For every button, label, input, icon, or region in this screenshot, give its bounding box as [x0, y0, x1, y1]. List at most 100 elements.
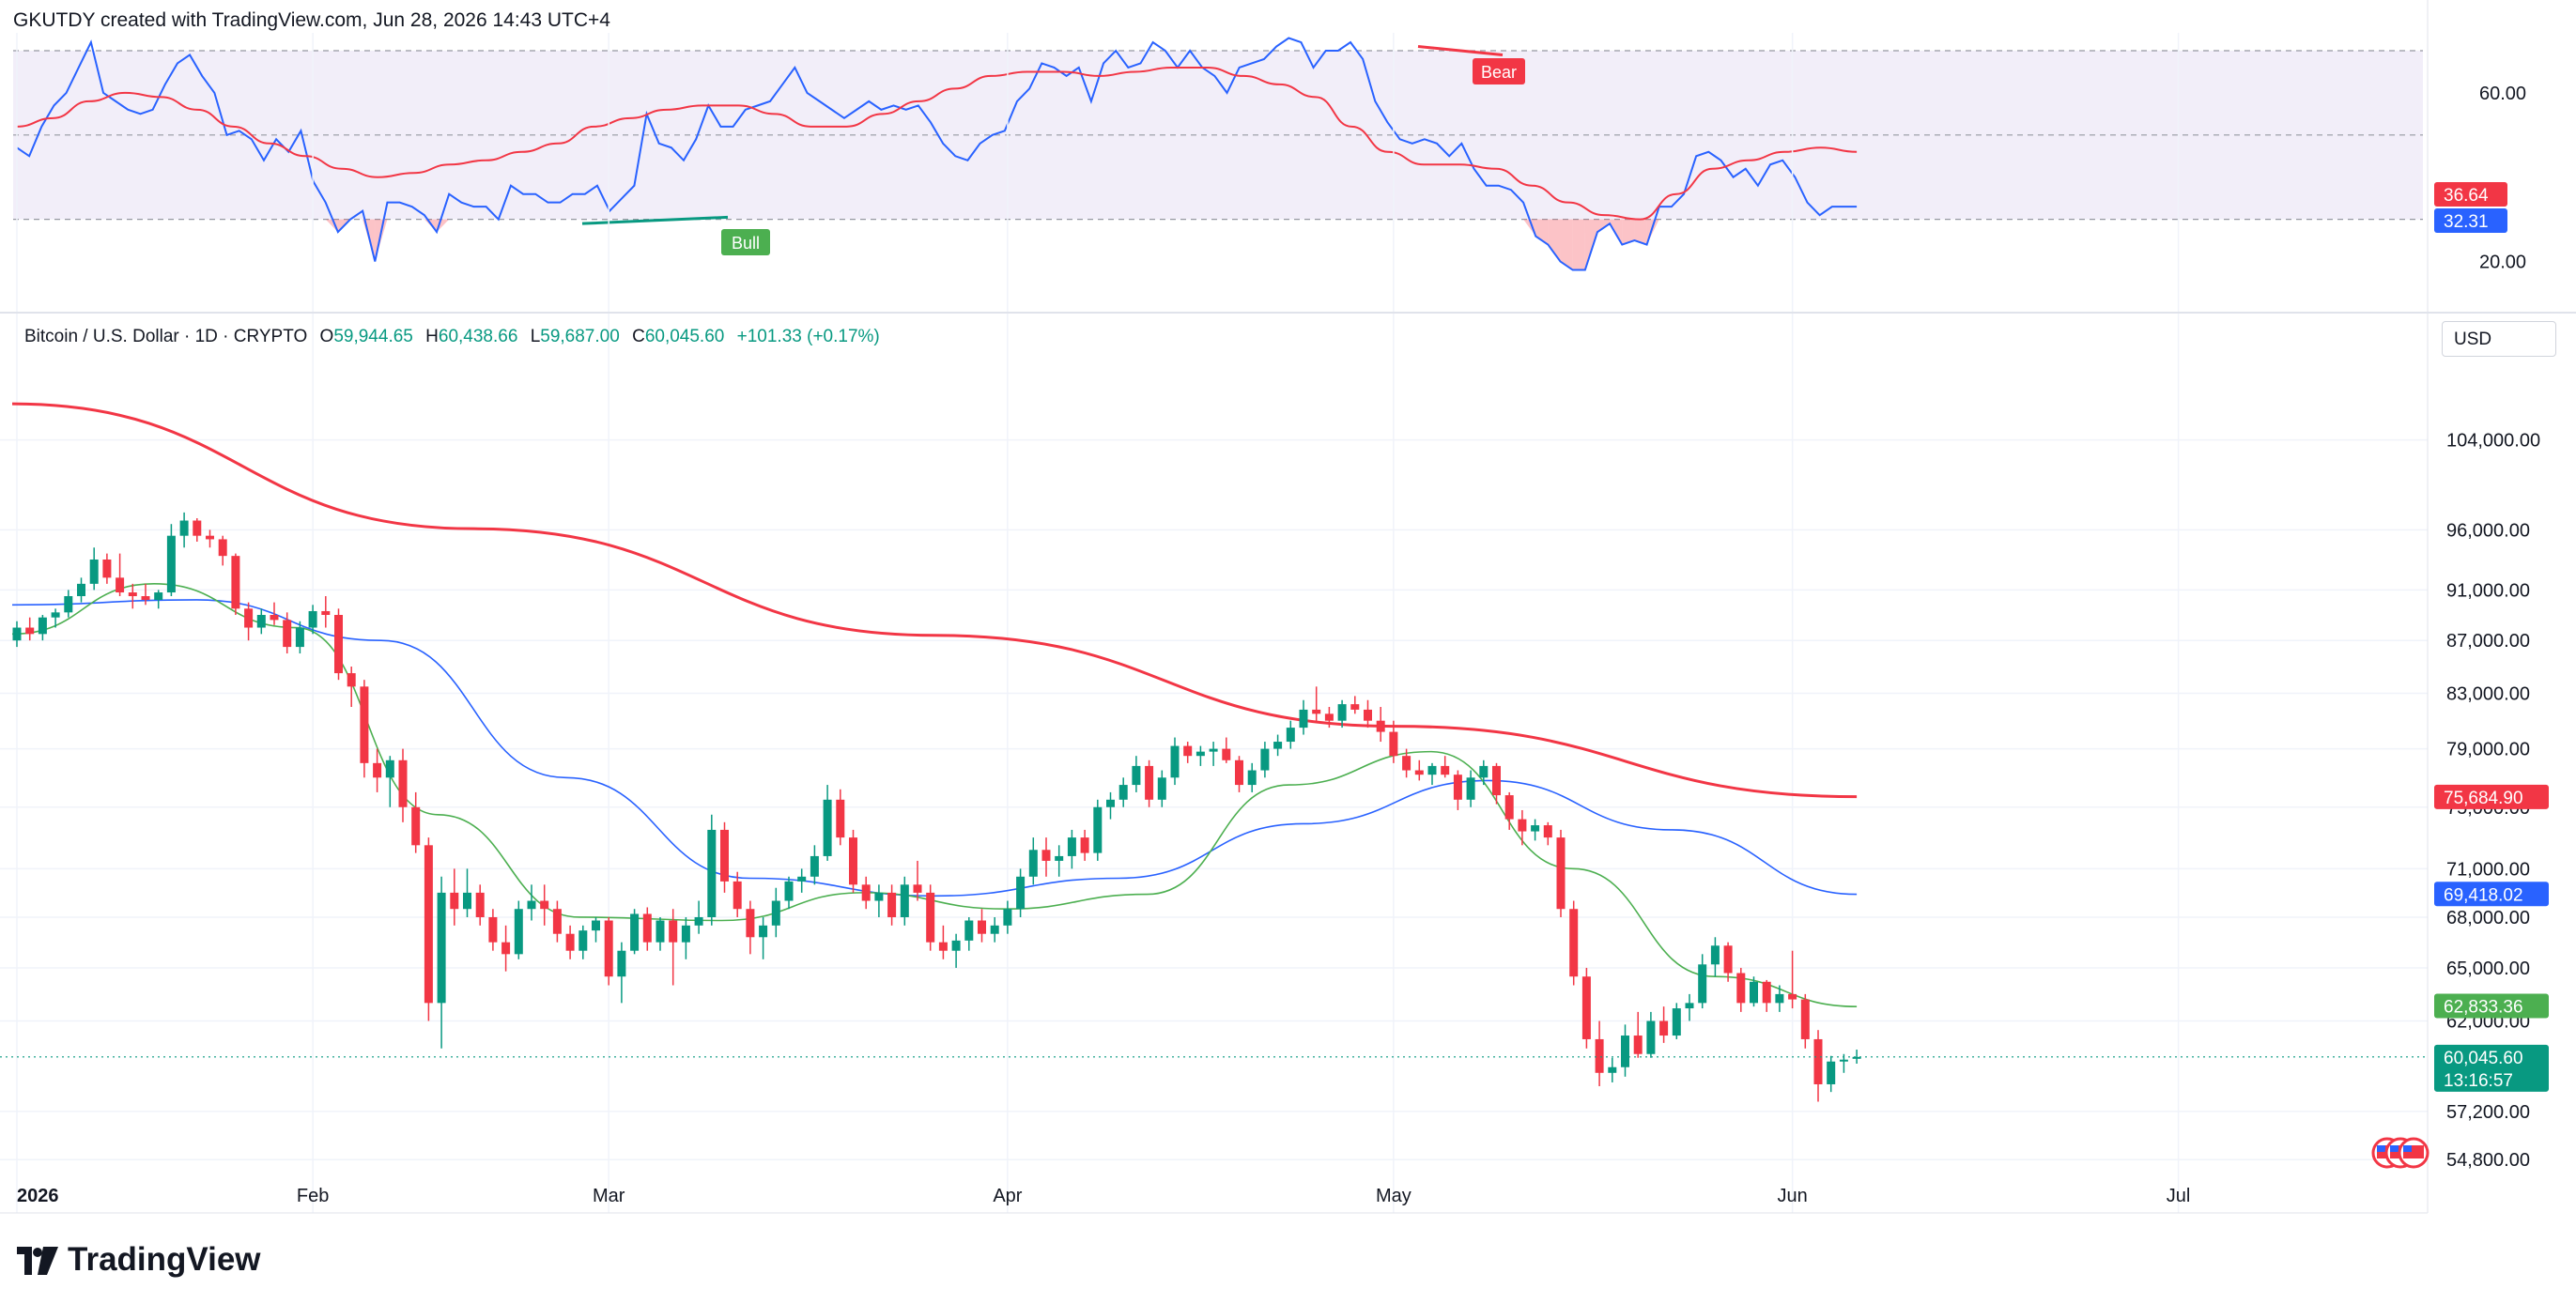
candle-body — [1504, 795, 1514, 820]
candle-body — [1195, 751, 1205, 757]
high-value: 60,438.66 — [438, 327, 518, 346]
us-flag-icon-canton — [2390, 1145, 2399, 1152]
candle-body — [1556, 837, 1566, 910]
price-tick-label: 79,000.00 — [2446, 740, 2530, 760]
candle-body — [746, 909, 755, 938]
bear-label-box — [1473, 58, 1525, 84]
candle-body — [578, 930, 588, 951]
candle-body — [450, 892, 459, 910]
candle-body — [64, 596, 73, 613]
candle-body — [1106, 799, 1115, 807]
symbol-legend: Bitcoin / U.S. Dollar · 1D · CRYPTO O59,… — [24, 327, 880, 347]
ma200-line — [11, 402, 1858, 799]
candle-body — [1324, 713, 1334, 721]
price-tag-box — [2434, 1044, 2549, 1092]
candle-body — [1827, 1061, 1836, 1084]
rsi-oversold-fill — [1584, 219, 1597, 270]
open-label: O — [319, 327, 334, 346]
candle-body — [1750, 981, 1758, 1004]
ma20-line — [11, 583, 1858, 1007]
candle-body — [1839, 1059, 1848, 1062]
candle-body — [656, 920, 665, 943]
candle-body — [424, 845, 433, 1004]
close-value: 60,045.60 — [644, 327, 725, 346]
candle-body — [1672, 1008, 1681, 1036]
price-tag-box — [2434, 993, 2549, 1019]
candle-body — [630, 913, 640, 951]
candle-body — [514, 909, 523, 955]
candle-body — [1067, 837, 1076, 856]
candle-body — [77, 583, 85, 597]
candle-body — [270, 615, 279, 621]
countdown-label: 13:16:57 — [2444, 1071, 2513, 1091]
candle-body — [1581, 976, 1591, 1039]
candle-body — [810, 855, 819, 877]
high-label: H — [425, 327, 439, 346]
candle-body — [231, 556, 240, 609]
candle-body — [347, 673, 356, 687]
candle-body — [1762, 981, 1771, 1004]
candle-body — [1427, 765, 1437, 775]
candle-body — [1595, 1038, 1604, 1073]
price-tick-label: 87,000.00 — [2446, 631, 2530, 652]
candle-body — [874, 892, 884, 901]
candle-body — [836, 799, 845, 838]
candle-body — [1028, 850, 1038, 877]
candle-body — [1775, 993, 1784, 1004]
candle-body — [900, 884, 909, 917]
candle-body — [1157, 777, 1166, 800]
price-tick-label: 91,000.00 — [2446, 580, 2530, 601]
candle-body — [141, 596, 150, 600]
candle-body — [707, 829, 717, 917]
price-tick-label: 96,000.00 — [2446, 520, 2530, 541]
candle-body — [681, 925, 690, 943]
tradingview-logo-icon — [17, 1246, 58, 1275]
rsi-background — [0, 38, 2428, 296]
us-flag-icon-canton — [2377, 1145, 2385, 1152]
rsi-pane: Bear Bull — [0, 37, 2428, 296]
bull-divergence-line — [581, 215, 729, 225]
rsi-oversold-fill — [1646, 219, 1659, 245]
axes: 60.00 20.00 36.64 32.31 104,000.00 96,000.00 9… — [0, 0, 2576, 1214]
candle-body — [978, 920, 986, 934]
candle-body — [1235, 759, 1243, 786]
candle-body — [938, 942, 948, 951]
candle-body — [1286, 728, 1295, 743]
candle-body — [1003, 909, 1012, 926]
rsi-oversold-fill — [1572, 219, 1585, 270]
candle-body — [1016, 876, 1026, 910]
candle-body — [38, 617, 47, 635]
candle-body — [1118, 785, 1128, 800]
rsi-oversold-fill — [424, 219, 438, 233]
candle-body — [321, 610, 331, 616]
price-tag-label: 62,833.36 — [2444, 998, 2523, 1018]
candle-body — [1633, 1036, 1643, 1054]
candle-body — [1710, 945, 1720, 965]
candle-body — [1364, 709, 1372, 721]
tradingview-brand: TradingView — [68, 1241, 261, 1278]
candle-body — [193, 520, 202, 536]
candle-body — [823, 799, 832, 856]
price-tick-label: 57,200.00 — [2446, 1102, 2530, 1123]
candle-body — [488, 916, 498, 943]
close-label: C — [632, 327, 645, 346]
price-tick-label: 68,000.00 — [2446, 908, 2530, 928]
time-tick-label: Apr — [993, 1186, 1022, 1206]
candle-body — [552, 909, 562, 934]
candle-body — [398, 759, 408, 807]
currency-button[interactable]: USD — [2442, 321, 2556, 357]
candle-body — [1788, 993, 1797, 1000]
candle-body — [926, 892, 935, 943]
candle-body — [373, 762, 382, 778]
candle-body — [1389, 731, 1398, 757]
candle-body — [720, 829, 729, 882]
price-tag-label: 60,045.60 — [2444, 1049, 2523, 1068]
candle-body — [565, 933, 575, 951]
candle-body — [759, 925, 768, 938]
tradingview-logo[interactable]: TradingView — [17, 1241, 261, 1279]
candle-body — [1247, 770, 1257, 786]
candle-body — [1608, 1066, 1617, 1073]
candle-body — [25, 627, 35, 635]
candle-body — [179, 520, 189, 536]
